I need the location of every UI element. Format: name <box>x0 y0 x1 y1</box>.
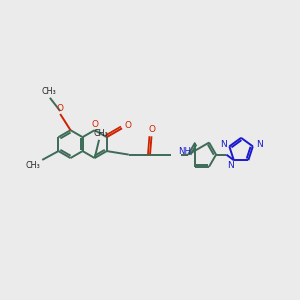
Text: CH₃: CH₃ <box>41 87 56 96</box>
Text: N: N <box>256 140 262 149</box>
Text: N: N <box>226 161 233 170</box>
Text: O: O <box>149 125 156 134</box>
Text: NH: NH <box>178 147 191 156</box>
Text: CH₃: CH₃ <box>93 129 108 138</box>
Text: O: O <box>56 104 63 113</box>
Text: O: O <box>91 120 98 129</box>
Text: N: N <box>220 140 226 149</box>
Text: O: O <box>124 121 131 130</box>
Text: CH₃: CH₃ <box>26 161 40 170</box>
